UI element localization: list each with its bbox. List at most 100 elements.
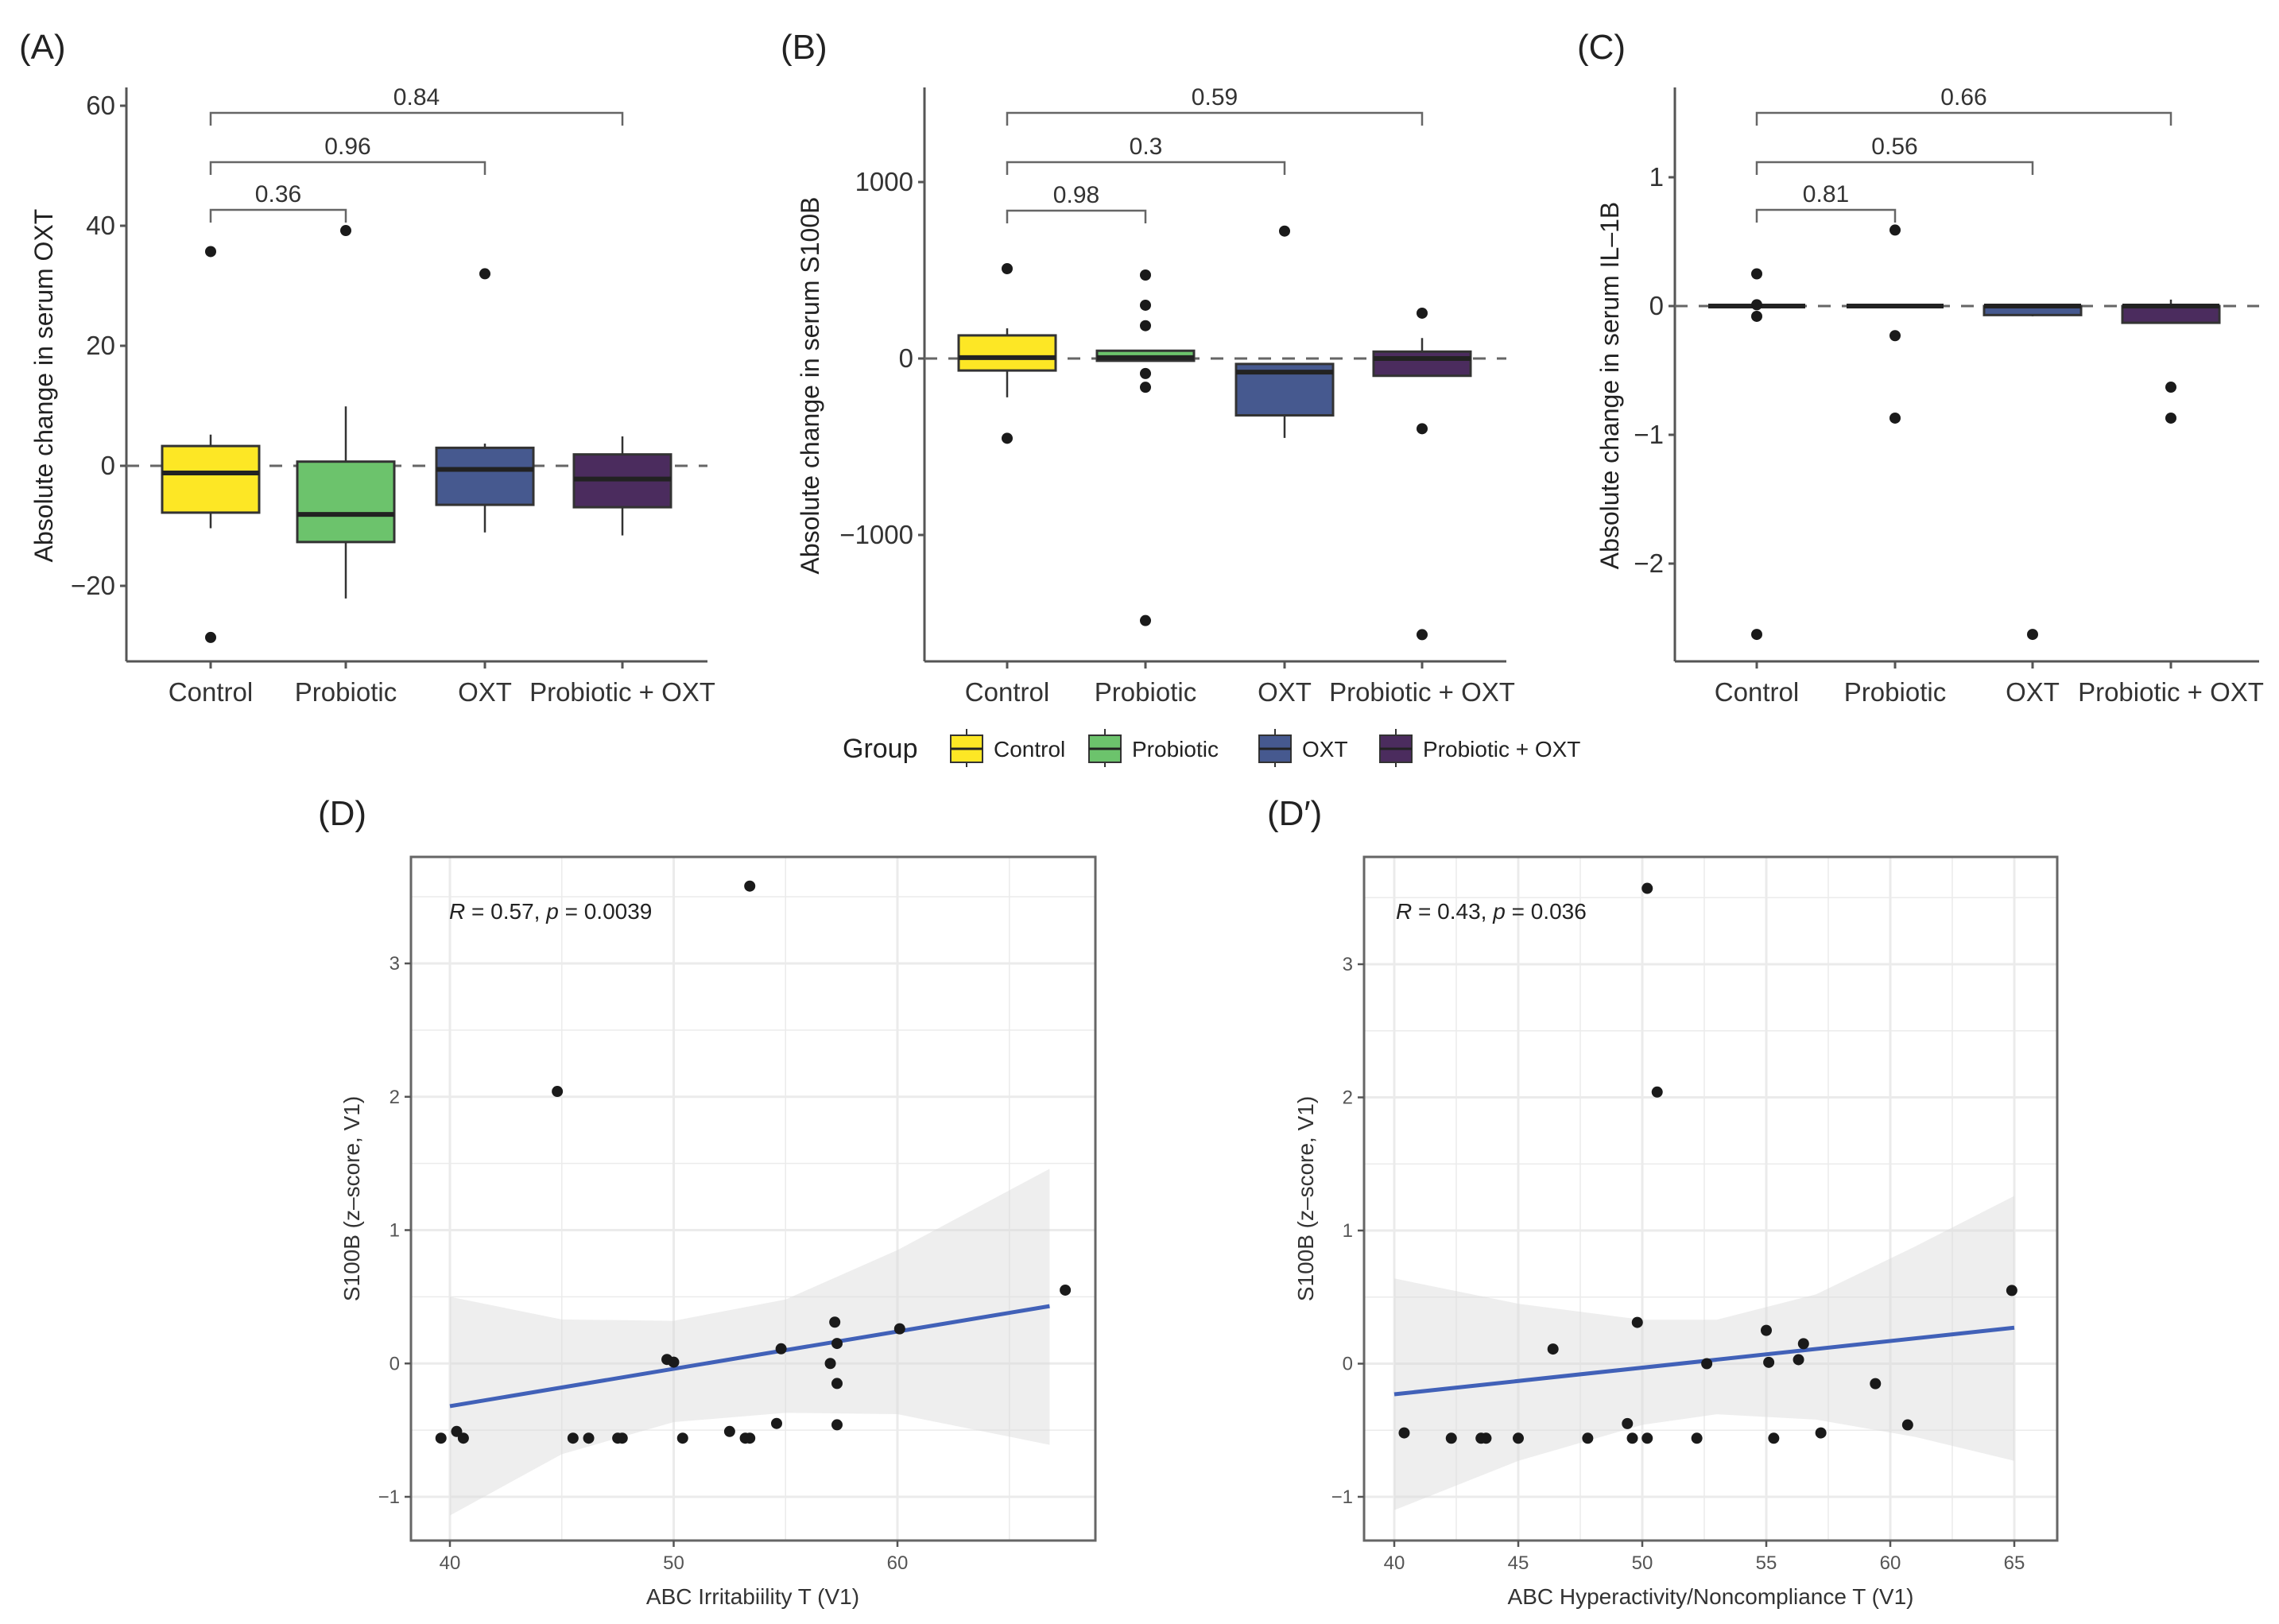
panel-d-prime-hyperactivity-scatter: 40 45 50 55 60 65 −1 0 1 2 3 R = 0.43, p = 0.036 S10… (1293, 855, 2059, 1609)
regression-line (449, 1304, 1050, 1409)
outlier-point (1889, 330, 1901, 342)
comparison-bracket: 0.3 (1006, 134, 1286, 175)
x-axis-title: ABC Hyperactivity/Noncompliance T (V1) (1508, 1584, 1914, 1609)
y-axis-title: Absolute change in serum IL–1B (1595, 202, 1624, 570)
panel-c-il1b-boxplot: Absolute change in serum IL–1B −2 −1 0 1 Con… (1595, 84, 2264, 707)
data-point (1513, 1432, 1524, 1444)
annotation-part: 0.036 (1531, 899, 1587, 924)
data-point (435, 1432, 447, 1444)
bracket-line (209, 161, 486, 175)
outlier-point (1751, 299, 1762, 311)
data-point (1622, 1417, 1634, 1429)
data-point (1445, 1432, 1457, 1444)
data-point (831, 1419, 843, 1431)
annotation-separator: , (1481, 899, 1494, 924)
box-probiotic (1847, 224, 1944, 424)
y-tick-label: 0 (390, 1353, 400, 1374)
outlier-point (1417, 307, 1428, 319)
data-point (893, 1323, 905, 1335)
x-tick-label: Probiotic (1844, 677, 1946, 707)
bracket-line (1006, 161, 1286, 175)
box-iqr (161, 444, 261, 514)
box-control (1708, 268, 1805, 641)
x-tick-label: Probiotic + OXT (2078, 677, 2264, 707)
y-tick-label: −1000 (839, 520, 913, 549)
legend-item-control: Control (950, 729, 1065, 767)
data-point (723, 1425, 735, 1437)
p-value-label: 0.81 (1803, 181, 1849, 207)
annotation-part: 0.57 (490, 899, 534, 924)
annotation-part: 0.43 (1437, 899, 1481, 924)
x-tick-label: 65 (2004, 1552, 2025, 1574)
box-probiotic (296, 225, 396, 599)
y-tick-label: 0 (1649, 291, 1664, 320)
y-tick-label: −1 (1331, 1486, 1353, 1508)
data-point (1870, 1378, 1882, 1390)
box-probiotic-oxt (1372, 307, 1472, 641)
outlier-point (1417, 629, 1428, 641)
comparison-bracket: 0.66 (1755, 84, 2172, 126)
annotation-separator: , (534, 899, 547, 924)
outlier-point (1002, 263, 1013, 275)
data-point (829, 1316, 841, 1328)
annotation-part: R (1396, 899, 1412, 924)
data-point (1901, 1419, 1913, 1431)
y-tick-label: 0 (101, 451, 115, 480)
legend-item-probiotic-oxt: Probiotic + OXT (1379, 729, 1580, 767)
comparison-bracket: 0.36 (209, 181, 347, 223)
plot-frame (1362, 855, 2059, 1542)
data-point (1797, 1338, 1809, 1350)
p-value-label: 0.36 (255, 181, 301, 207)
bracket-line (1006, 111, 1424, 126)
x-tick-label: 40 (440, 1552, 461, 1574)
outlier-point (1417, 423, 1428, 435)
legend-title: Group (843, 734, 918, 764)
p-value-label: 0.56 (1871, 134, 1917, 160)
x-tick-label: Probiotic (295, 677, 397, 707)
data-point (583, 1432, 595, 1444)
data-point (1651, 1086, 1663, 1098)
comparison-bracket: 0.56 (1755, 134, 2034, 175)
outlier-point (1751, 629, 1762, 641)
panel-label-d-prime: (D′) (1267, 794, 1322, 833)
outlier-point (1140, 367, 1151, 379)
y-tick-label: 1 (390, 1220, 400, 1242)
outlier-point (340, 225, 351, 237)
confidence-band (1394, 1196, 2014, 1510)
data-point (1480, 1432, 1492, 1444)
box-iqr (957, 334, 1057, 372)
y-tick-label: −2 (1634, 548, 1664, 578)
outlier-point (205, 246, 216, 258)
box-probiotic-oxt (2121, 299, 2221, 424)
legend-item-oxt: OXT (1258, 729, 1348, 767)
outlier-point (1140, 614, 1151, 626)
x-tick-label: Probiotic + OXT (529, 677, 715, 707)
legend-label: OXT (1302, 737, 1348, 762)
data-point (1641, 1432, 1653, 1444)
annotation-part: p (1492, 899, 1506, 924)
annotation-separator: = (1506, 899, 1531, 924)
correlation-annotation: R = 0.57, p = 0.0039 (449, 899, 652, 924)
y-tick-label: −1 (1634, 420, 1664, 449)
y-tick-label: 1 (1343, 1220, 1353, 1242)
x-tick-label: Probiotic (1095, 677, 1196, 707)
box-iqr (2121, 304, 2221, 324)
annotation-separator: = (1412, 899, 1437, 924)
plot-frame (409, 855, 1097, 1542)
comparison-bracket: 0.81 (1755, 181, 1897, 223)
data-point (552, 1086, 564, 1098)
legend-label: Probiotic (1132, 737, 1219, 762)
data-point (1701, 1358, 1713, 1370)
x-tick-label: 50 (663, 1552, 684, 1574)
x-tick-label: 60 (887, 1552, 909, 1574)
p-value-label: 0.84 (393, 84, 440, 110)
legend-label: Probiotic + OXT (1423, 737, 1580, 762)
comparison-bracket: 0.59 (1006, 84, 1424, 126)
data-point (676, 1432, 688, 1444)
x-tick-label: 45 (1508, 1552, 1529, 1574)
bracket-line (1755, 161, 2034, 175)
data-point (831, 1378, 843, 1390)
y-tick-label: 20 (86, 331, 115, 360)
y-tick-label: 3 (1343, 954, 1353, 975)
x-tick-label: Probiotic + OXT (1329, 677, 1515, 707)
